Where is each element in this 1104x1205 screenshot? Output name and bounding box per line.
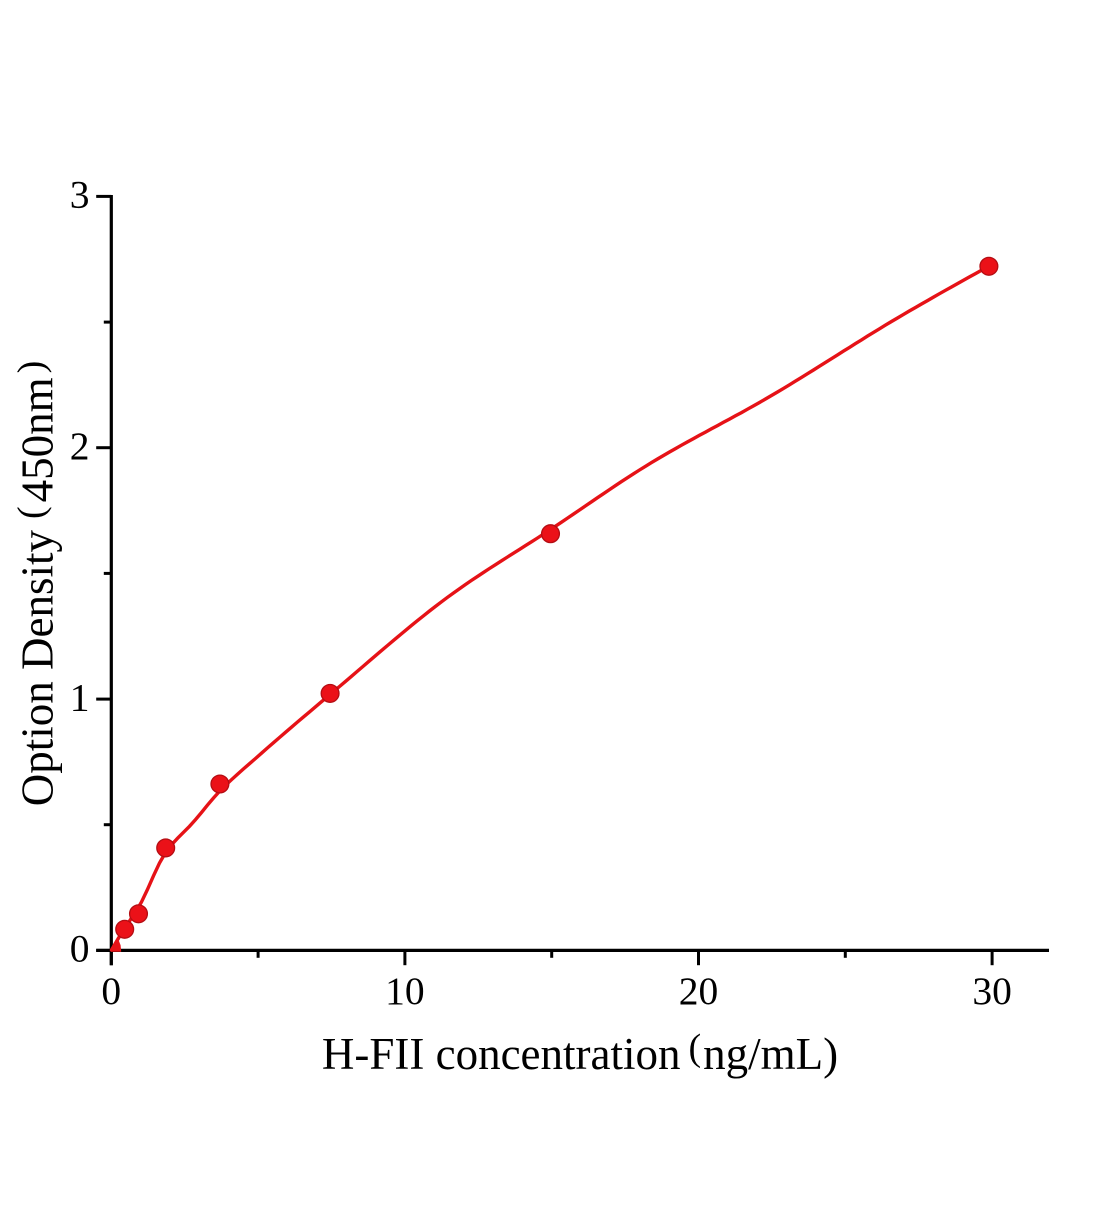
svg-text:30: 30: [972, 969, 1012, 1013]
svg-text:1: 1: [70, 675, 90, 719]
svg-text:Option Density(450nm): Option Density(450nm): [11, 361, 63, 807]
svg-text:2: 2: [70, 424, 90, 468]
svg-text:10: 10: [385, 969, 425, 1013]
svg-text:0: 0: [70, 927, 90, 971]
svg-text:0: 0: [101, 969, 121, 1013]
svg-text:3: 3: [70, 173, 90, 217]
svg-text:H-FII concentration(ng/mL): H-FII concentration (ng/mL): [322, 1027, 838, 1079]
svg-text:20: 20: [679, 969, 719, 1013]
